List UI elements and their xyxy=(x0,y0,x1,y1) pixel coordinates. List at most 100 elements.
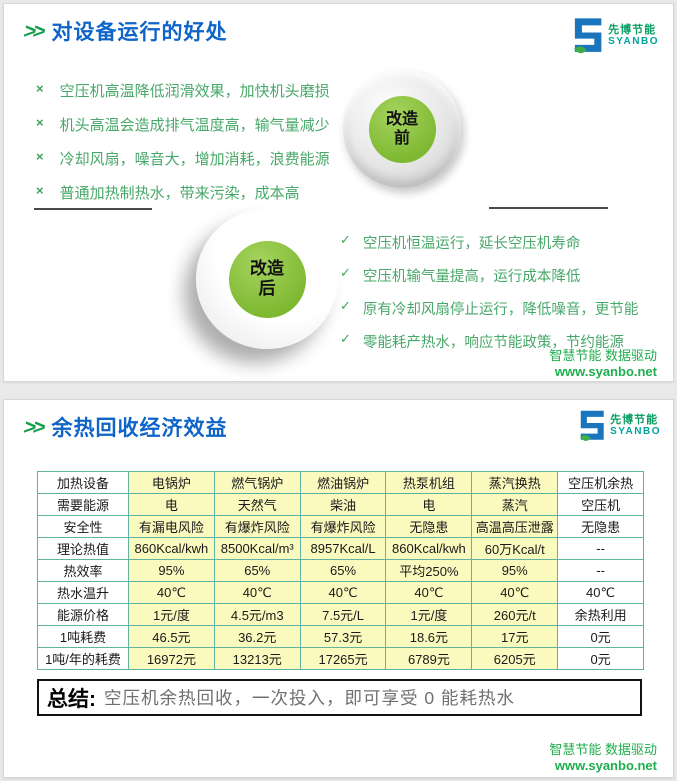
table-cell: 4.5元/m3 xyxy=(213,603,301,626)
footer-url: www.syanbo.net xyxy=(554,758,657,774)
table-row: 能源价格 1元/度 4.5元/m3 7.5元/L 1元/度 260元/t 余热利用 xyxy=(37,603,644,626)
logo-name-en: SYANBO xyxy=(610,425,661,437)
table-cell: 65% xyxy=(213,559,301,582)
table-cell: 天然气 xyxy=(213,493,301,516)
table-cell: 60万Kcal/t xyxy=(471,537,559,560)
before-drawbacks-list: × 空压机高温降低润滑效果，加快机头磨损 × 机头高温会造成排气温度高，输气量减少 … xyxy=(28,80,330,216)
check-icon: ✓ xyxy=(340,331,351,346)
table-cell: 40℃ xyxy=(299,581,387,604)
list-item-text: 空压机高温降低润滑效果，加快机头磨损 xyxy=(59,83,330,100)
footer-slogan: 智慧节能 数据驱动 xyxy=(549,742,657,757)
before-retrofit-badge: 改造 前 xyxy=(343,70,461,188)
table-cell: 7.5元/L xyxy=(299,603,387,626)
footer-url: www.syanbo.net xyxy=(554,364,657,380)
cross-icon: × xyxy=(36,149,44,164)
table-cell: 空压机 xyxy=(557,493,644,516)
table-cell: 40℃ xyxy=(471,581,559,604)
slide-heat-recovery-economics: >> 余热回收经济效益 先博节能 SYANBO 加热设备 电锅炉 燃气锅炉 燃油锅炉热… xyxy=(3,399,674,778)
list-item: × 冷却风扇，噪音大，增加消耗，浪费能源 xyxy=(28,148,330,169)
list-item-text: 普通加热制热水，带来污染，成本高 xyxy=(59,185,300,202)
slide1-footer: 智慧节能 数据驱动 www.syanbo.net xyxy=(549,348,657,381)
row-label: 1吨/年的耗费 xyxy=(37,647,129,670)
table-cell: 65% xyxy=(299,559,387,582)
summary-box: 总结: 空压机余热回收，一次投入，即可享受 0 能耗热水 xyxy=(37,679,642,716)
table-row: 需要能源电天然气 柴油电蒸汽 空压机 xyxy=(37,493,644,516)
table-cell: 40℃ xyxy=(213,581,301,604)
after-retrofit-badge: 改造 后 xyxy=(196,209,338,349)
table-cell: 热泵机组 xyxy=(385,471,473,494)
after-benefits-list: ✓ 空压机恒温运行，延长空压机寿命 ✓ 空压机输气量提高，运行成本降低 ✓ 原有冷却风… xyxy=(338,232,638,364)
badge-text: 前 xyxy=(393,130,410,147)
table-cell: 高温高压泄露 xyxy=(471,515,559,538)
row-label: 热效率 xyxy=(37,559,129,582)
logo-s-icon xyxy=(580,410,604,441)
row-label: 加热设备 xyxy=(37,471,129,494)
table-cell: 17元 xyxy=(471,625,559,648)
table-cell: -- xyxy=(557,559,644,582)
table-cell: 电 xyxy=(385,493,473,516)
table-cell: 无隐患 xyxy=(557,515,644,538)
table-cell: 40℃ xyxy=(557,581,644,604)
summary-text: 空压机余热回收，一次投入，即可享受 0 能耗热水 xyxy=(104,688,515,708)
slide1-title: 对设备运行的好处 xyxy=(51,21,228,44)
table-cell: 18.6元 xyxy=(385,625,473,648)
row-label: 安全性 xyxy=(37,515,129,538)
table-row: 1吨耗费 46.5元 36.2元 57.3元 18.6元 17元 0元 xyxy=(37,625,644,648)
slide1-header: >> 对设备运行的好处 xyxy=(21,16,228,46)
summary-prefix: 总结: xyxy=(47,687,96,711)
table-cell: 平均250% xyxy=(385,559,473,582)
table-cell: 46.5元 xyxy=(128,625,215,648)
list-item: × 机头高温会造成排气温度高，输气量减少 xyxy=(28,114,330,135)
table-cell: 燃气锅炉 xyxy=(213,471,301,494)
table-cell: 燃油锅炉 xyxy=(299,471,387,494)
economics-table-body: 加热设备 电锅炉 燃气锅炉 燃油锅炉 热泵机组 蒸汽换热 空压机余热 需要能源电天然气 柴油电蒸… xyxy=(37,471,644,670)
table-row: 理论热值 860Kcal/kwh 8500Kcal/m³ 8957Kcal/L 860K… xyxy=(37,537,644,560)
cross-icon: × xyxy=(36,81,44,96)
table-row: 1吨/年的耗费 16972元 13213元 17265元 6789元 6205元 0元 xyxy=(37,647,644,670)
table-cell: 36.2元 xyxy=(213,625,301,648)
syanbo-logo: 先博节能 SYANBO xyxy=(574,18,659,54)
list-item: × 普通加热制热水，带来污染，成本高 xyxy=(28,182,330,203)
list-item: ✓ 零能耗产热水，响应节能政策，节约能源 xyxy=(338,331,638,352)
row-label: 能源价格 xyxy=(37,603,129,626)
check-icon: ✓ xyxy=(340,265,351,280)
table-cell: 13213元 xyxy=(213,647,301,670)
list-item: ✓ 空压机恒温运行，延长空压机寿命 xyxy=(338,232,638,253)
list-item-text: 机头高温会造成排气温度高，输气量减少 xyxy=(59,117,330,134)
table-row: 热效率 95% 65% 65% 平均250% 95% -- xyxy=(37,559,644,582)
check-icon: ✓ xyxy=(340,298,351,313)
check-icon: ✓ xyxy=(340,232,351,247)
table-cell: 95% xyxy=(128,559,215,582)
badge-text: 改造 xyxy=(250,258,284,278)
table-cell: 40℃ xyxy=(385,581,473,604)
slide2-footer: 智慧节能 数据驱动 www.syanbo.net xyxy=(549,742,657,775)
table-cell: 无隐患 xyxy=(385,515,473,538)
table-cell: 260元/t xyxy=(471,603,559,626)
table-cell: 860Kcal/kwh xyxy=(385,537,473,560)
double-chevron-icon: >> xyxy=(21,19,45,43)
logo-name-en: SYANBO xyxy=(608,35,659,47)
table-cell: 17265元 xyxy=(299,647,387,670)
table-cell: 余热利用 xyxy=(557,603,644,626)
footer-slogan: 智慧节能 数据驱动 xyxy=(549,348,657,363)
syanbo-logo: 先博节能 SYANBO xyxy=(580,410,661,442)
table-cell: 1元/度 xyxy=(128,603,215,626)
table-row: 加热设备 电锅炉 燃气锅炉 燃油锅炉 热泵机组 蒸汽换热 空压机余热 xyxy=(37,471,644,494)
table-cell: 有爆炸风险 xyxy=(213,515,301,538)
table-cell: 1元/度 xyxy=(385,603,473,626)
divider-line-right xyxy=(489,207,608,209)
table-row: 热水温升 40℃ 40℃ 40℃ 40℃ 40℃ 40℃ xyxy=(37,581,644,604)
table-cell: 0元 xyxy=(557,625,644,648)
table-cell: 8957Kcal/L xyxy=(299,537,387,560)
logo-name-cn: 先博节能 xyxy=(608,23,657,36)
divider-line-left xyxy=(34,208,152,210)
table-cell: 0元 xyxy=(557,647,644,670)
table-cell: 8500Kcal/m³ xyxy=(213,537,301,560)
double-chevron-icon: >> xyxy=(21,415,45,439)
table-cell: 柴油 xyxy=(299,493,387,516)
cross-icon: × xyxy=(36,183,44,198)
table-row: 安全性 有漏电风险 有爆炸风险 有爆炸风险 无隐患 高温高压泄露 无隐患 xyxy=(37,515,644,538)
table-cell: 蒸汽换热 xyxy=(471,471,559,494)
table-cell: 空压机余热 xyxy=(557,471,644,494)
